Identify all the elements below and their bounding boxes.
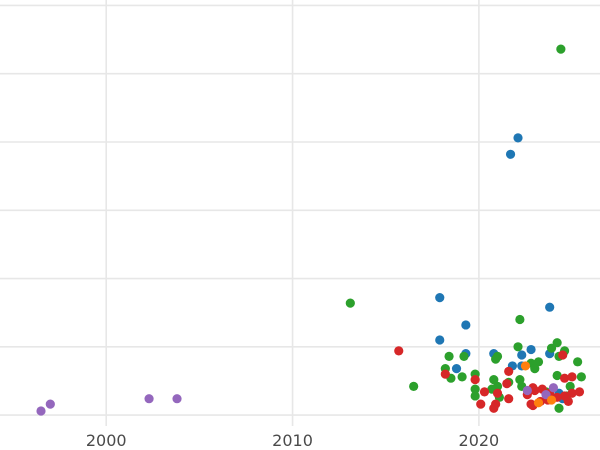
data-point	[520, 361, 531, 371]
x-tick-label: 2000	[86, 431, 127, 450]
data-point	[504, 366, 514, 376]
x-tick-label: 2010	[272, 431, 313, 450]
data-point	[573, 357, 583, 367]
data-point	[461, 320, 471, 330]
data-point	[470, 374, 480, 385]
series-1	[345, 44, 586, 413]
data-point	[526, 344, 536, 355]
data-point	[470, 391, 480, 401]
data-point	[563, 396, 573, 407]
data-point	[522, 385, 532, 396]
data-point	[530, 364, 540, 374]
data-point	[574, 387, 585, 397]
points-layer	[36, 44, 586, 416]
data-point	[513, 133, 523, 143]
data-point	[36, 406, 46, 416]
data-point	[504, 394, 514, 404]
data-point	[502, 379, 512, 389]
data-point	[476, 399, 486, 409]
data-point	[515, 314, 525, 325]
data-point	[409, 381, 419, 392]
grid-layer	[0, 0, 600, 426]
data-point	[554, 403, 564, 413]
data-point	[517, 350, 527, 360]
data-point	[533, 398, 544, 408]
series-2	[394, 346, 585, 413]
data-point	[492, 381, 503, 392]
series-0	[435, 133, 568, 404]
series-4	[520, 361, 557, 408]
data-point	[567, 388, 577, 398]
data-point	[489, 403, 499, 413]
data-point	[556, 44, 566, 54]
data-point	[394, 346, 404, 356]
data-point	[459, 351, 469, 361]
x-axis-ticks: 2000 2010 2020	[86, 431, 499, 450]
data-point	[451, 364, 462, 374]
data-point	[567, 372, 577, 382]
data-point	[558, 350, 568, 360]
data-point	[533, 357, 544, 367]
data-point	[345, 298, 355, 308]
data-point	[545, 302, 555, 312]
data-point	[45, 399, 55, 409]
data-point	[505, 149, 516, 159]
data-point	[144, 394, 154, 404]
data-point	[559, 373, 570, 383]
data-point	[470, 384, 480, 394]
data-point	[546, 395, 557, 405]
data-point	[513, 342, 523, 352]
data-point	[492, 388, 503, 398]
data-point	[492, 351, 503, 361]
series-3	[36, 383, 559, 416]
data-point	[444, 351, 454, 361]
data-point	[548, 383, 559, 393]
data-point	[489, 374, 499, 385]
data-point	[552, 370, 562, 381]
data-point	[440, 369, 450, 379]
data-point	[435, 335, 445, 345]
data-point	[172, 394, 182, 404]
data-point	[530, 385, 540, 396]
data-point	[457, 372, 467, 382]
data-point	[479, 387, 490, 397]
x-tick-label: 2020	[459, 431, 500, 450]
data-point	[546, 343, 557, 353]
data-point	[435, 293, 445, 303]
data-point	[576, 372, 586, 382]
